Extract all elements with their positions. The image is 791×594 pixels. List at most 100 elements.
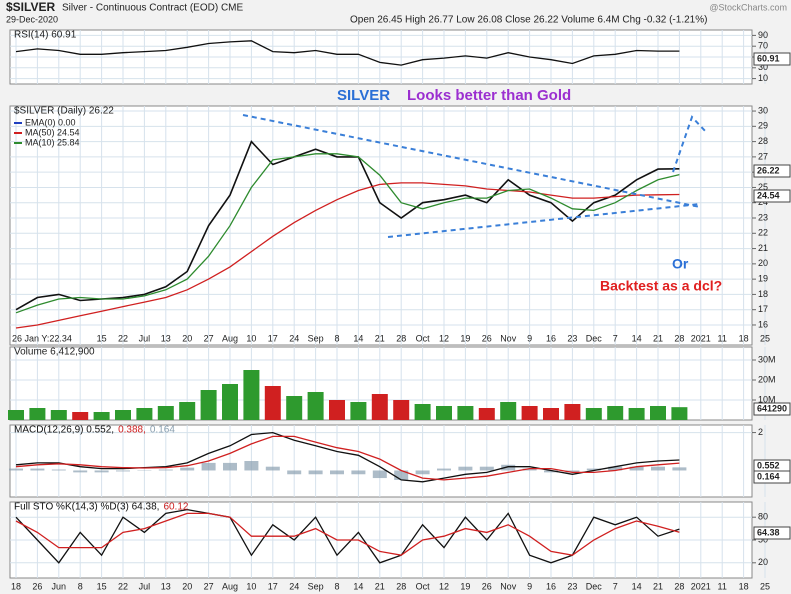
histogram-bar (458, 466, 473, 471)
series-line (15, 40, 680, 66)
x-tick-label: 27 (204, 333, 214, 343)
x-tick-label: Sep (308, 333, 324, 343)
x-tick-label: 13 (161, 581, 171, 591)
x-tick-label: 28 (674, 581, 684, 591)
brand: @StockCharts.com (709, 2, 787, 12)
annotation: SILVER (337, 87, 390, 104)
last-value-label: 0.552 (757, 460, 780, 470)
histogram-bar (394, 470, 409, 480)
x-tick-label: 14 (353, 581, 363, 591)
volume-bar (8, 410, 24, 420)
x-tick-label: 25 (760, 581, 770, 591)
legend-entry: Full STO %K(14,3) %D(3) 64.38, (14, 502, 159, 513)
y-tick-label: 21 (758, 243, 768, 253)
x-tick-label: Jul (139, 581, 151, 591)
last-value-box (753, 402, 791, 416)
x-tick-label: Nov (500, 581, 517, 591)
histogram-bar (437, 468, 451, 471)
series-line (15, 153, 680, 314)
volume-bar (436, 406, 452, 420)
histogram-bar (501, 464, 516, 471)
histogram-bar (372, 470, 387, 479)
x-tick-label: 25 (760, 333, 770, 343)
panel-frame (9, 424, 753, 498)
x-tick-label: Oct (416, 333, 431, 343)
x-tick-label: 27 (204, 581, 214, 591)
volume-bar (264, 386, 281, 420)
x-tick-label: 8 (334, 333, 339, 343)
volume-bar (72, 412, 89, 420)
annotation: Or (672, 256, 689, 272)
last-value-label: 64.38 (757, 527, 780, 537)
last-value-label: 26.22 (757, 165, 780, 175)
y-tick-label: 30 (758, 62, 768, 72)
x-tick-label: 11 (718, 581, 727, 591)
symbol: $SILVER (6, 0, 55, 14)
x-tick-label: 19 (460, 581, 470, 591)
y-tick-label: 23 (758, 212, 768, 222)
y-tick-label: 25 (758, 182, 768, 192)
histogram-bar (351, 470, 366, 475)
histogram-bar (158, 469, 173, 471)
y-tick-label: 27 (758, 151, 768, 161)
x-tick-label: 24 (289, 333, 299, 343)
legend-entry: MA(50) 24.54 (25, 127, 80, 137)
histogram-bar (94, 470, 109, 473)
x-tick-label: 7 (613, 581, 618, 591)
x-tick-label: 2021 (691, 333, 711, 343)
x-tick-label: 2021 (691, 581, 711, 591)
y-tick-label: 30M (758, 354, 776, 364)
x-tick-label: 26 (482, 333, 492, 343)
volume-bar (521, 406, 538, 420)
volume-bar (307, 392, 324, 420)
last-value-box (753, 189, 791, 203)
series-line (15, 435, 680, 481)
x-tick-label: 16 (546, 581, 556, 591)
y-tick-label: 17 (758, 304, 768, 314)
support-line (387, 203, 701, 238)
x-tick-label: 18 (739, 581, 749, 591)
volume-bar (350, 402, 367, 420)
x-tick-label: 15 (97, 333, 107, 343)
last-value-box (753, 526, 791, 540)
y-tick-label: 19 (758, 274, 768, 284)
annotation: Looks better than Gold (407, 87, 571, 104)
x-tick-label: Aug (222, 581, 238, 591)
x-tick-label: 8 (78, 581, 83, 591)
cursor-label: 26 Jan Y:22.34 (12, 333, 72, 343)
x-tick-label: 18 (739, 333, 749, 343)
x-tick-label: 28 (396, 333, 406, 343)
x-tick-label: 14 (632, 333, 642, 343)
y-tick-label: 22 (758, 228, 768, 238)
histogram-bar (565, 470, 580, 473)
histogram-bar (415, 470, 430, 475)
histogram-bar (629, 466, 644, 471)
last-value-box (753, 470, 791, 484)
y-tick-label: 28 (758, 136, 768, 146)
volume-bar (500, 402, 517, 420)
x-tick-label: 19 (460, 333, 470, 343)
last-value-box (753, 52, 791, 66)
x-tick-label: 21 (375, 333, 385, 343)
x-tick-label: Dec (586, 581, 603, 591)
x-tick-label: 28 (396, 581, 406, 591)
histogram-bar (180, 467, 195, 471)
volume-bar (478, 408, 495, 420)
x-tick-label: 18 (11, 581, 21, 591)
x-tick-label: Oct (416, 581, 431, 591)
volume-bar (543, 408, 559, 420)
x-tick-label: 23 (567, 581, 577, 591)
volume-bar (286, 396, 303, 420)
y-tick-label: 16 (758, 319, 768, 329)
volume-bar (414, 404, 431, 420)
legend-entry: MA(10) 25.84 (25, 137, 80, 147)
y-tick-label: 70 (758, 41, 768, 51)
series-line (15, 508, 680, 564)
x-tick-label: 10 (246, 581, 256, 591)
series-line (15, 182, 680, 329)
x-tick-label: 14 (632, 581, 642, 591)
last-value-box (753, 164, 791, 178)
x-tick-label: Jul (139, 333, 151, 343)
overlay (242, 114, 708, 238)
